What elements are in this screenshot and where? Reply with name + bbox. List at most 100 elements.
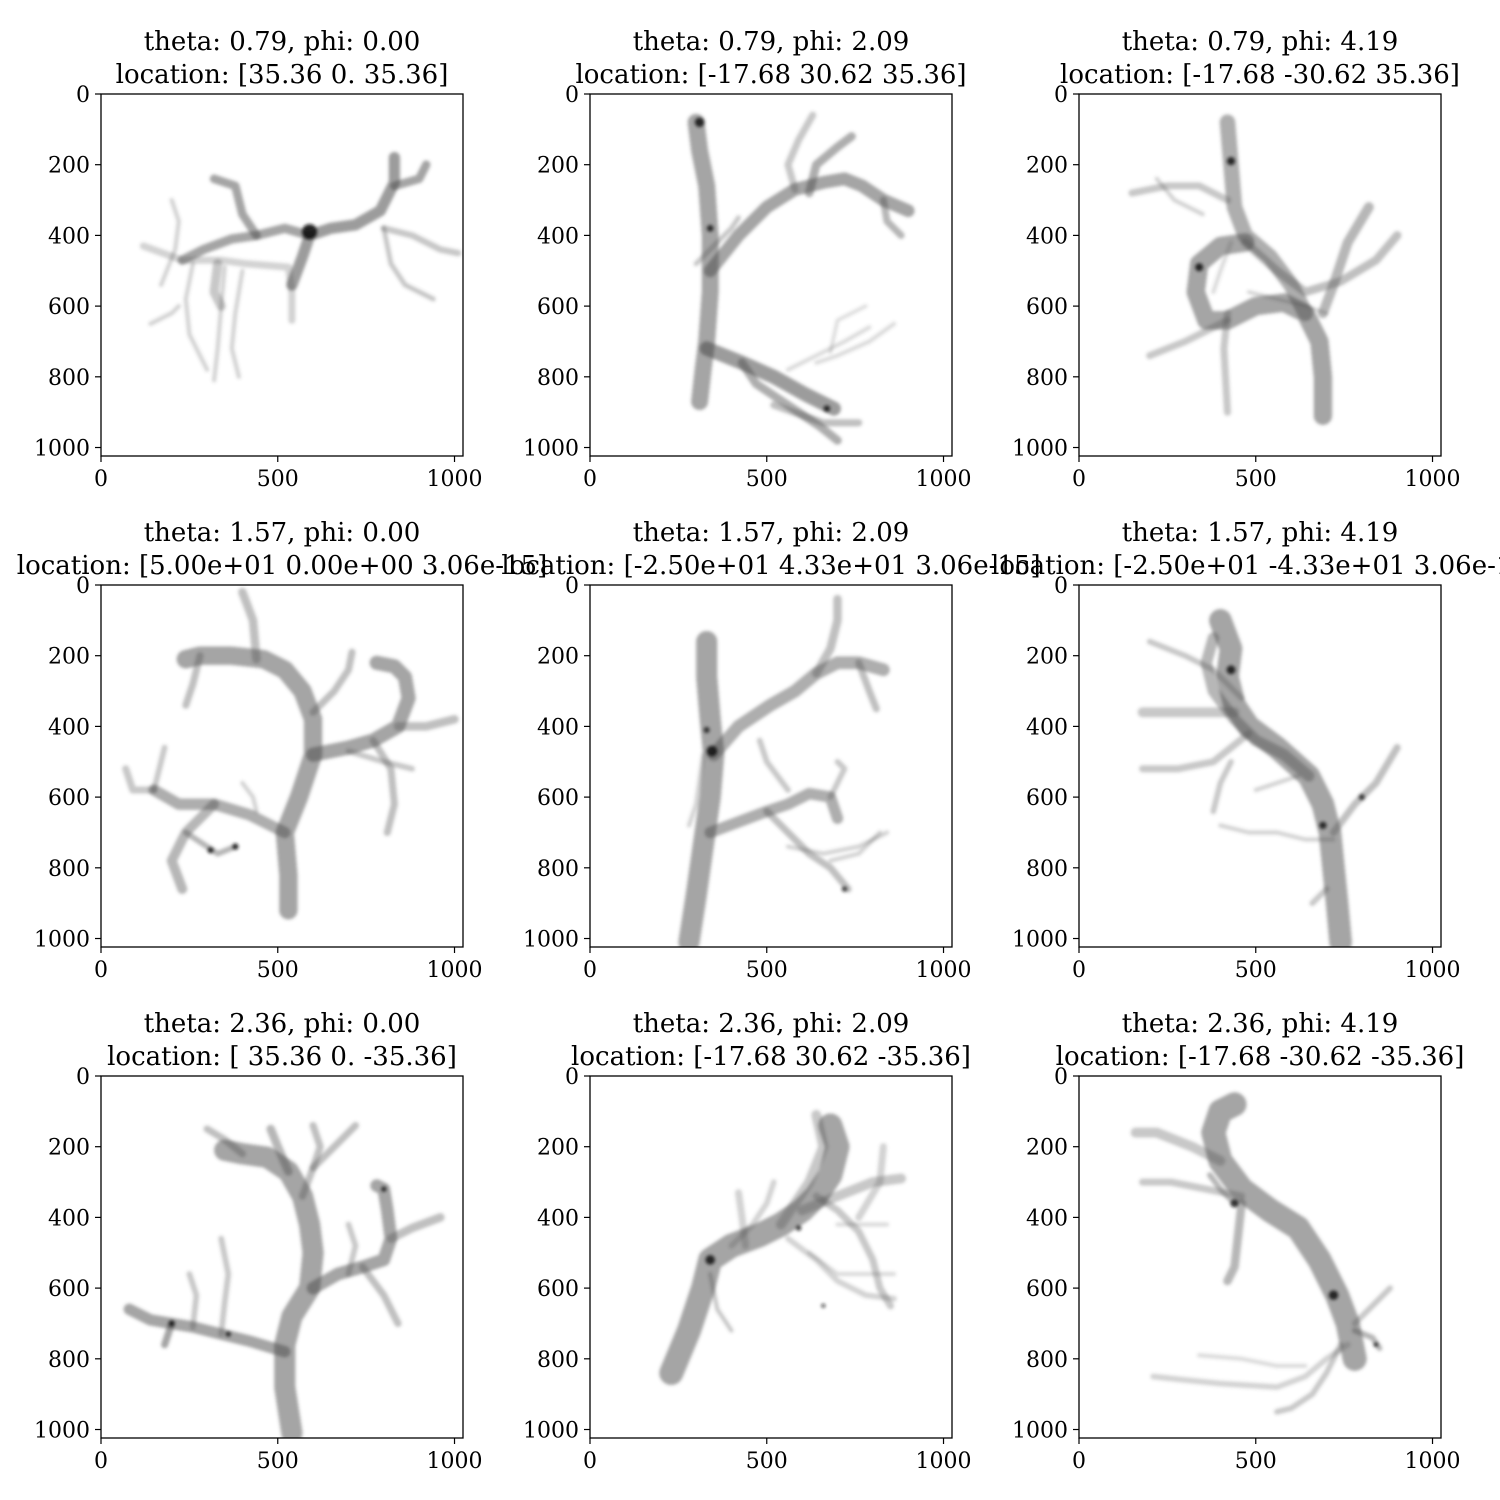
vessel-projection <box>1128 114 1402 425</box>
vessel-segment <box>390 160 431 191</box>
vessel-projection <box>139 151 462 383</box>
vessel-segment <box>345 748 415 772</box>
y-tick-label: 0 <box>1054 574 1068 599</box>
x-tick-label: 1000 <box>427 1449 483 1474</box>
x-tick-label: 1000 <box>1405 467 1461 492</box>
y-tick-label: 1000 <box>1012 928 1068 953</box>
y-tick-label: 800 <box>1026 1348 1068 1373</box>
y-tick-label: 1000 <box>523 928 579 953</box>
y-tick-label: 200 <box>537 645 579 670</box>
vessel-projection <box>678 594 890 947</box>
vessel-segment <box>1128 182 1232 204</box>
axes-frame <box>100 93 464 457</box>
y-tick-label: 0 <box>76 574 90 599</box>
vessel-overlap-spot <box>225 1331 232 1337</box>
subplot-title: theta: 0.79, phi: 0.00 <box>144 27 421 57</box>
vessel-overlap-spot <box>1226 665 1236 675</box>
x-tick-label: 500 <box>257 1449 299 1474</box>
vessel-segment <box>855 1143 887 1221</box>
vessel-segment <box>309 648 356 716</box>
y-tick-label: 400 <box>48 715 90 740</box>
vessel-segment <box>797 1173 907 1216</box>
vessel-segment <box>812 1192 895 1310</box>
vessel-segment <box>686 752 706 828</box>
y-tick-label: 600 <box>537 786 579 811</box>
y-tick-label: 1000 <box>523 1419 579 1444</box>
vessel-segment <box>1351 1285 1393 1327</box>
y-tick-label: 600 <box>537 295 579 320</box>
y-tick-label: 800 <box>48 1348 90 1373</box>
y-tick-label: 800 <box>537 1348 579 1373</box>
vessel-projection <box>1130 1092 1393 1415</box>
vessel-segment <box>298 1121 324 1200</box>
y-tick-label: 800 <box>48 366 90 391</box>
y-tick-label: 600 <box>48 1277 90 1302</box>
vessel-segment <box>1218 823 1336 842</box>
vessel-segment <box>1274 1341 1344 1415</box>
y-tick-label: 1000 <box>34 928 90 953</box>
subplot-subtitle: location: [-17.68 -30.62 -35.36] <box>1056 1042 1465 1072</box>
y-tick-label: 200 <box>537 154 579 179</box>
vessel-segment <box>240 780 259 814</box>
x-tick-label: 0 <box>583 958 597 983</box>
axes-frame <box>589 1075 953 1439</box>
vessel-segment <box>393 715 459 731</box>
y-tick-label: 200 <box>1026 1136 1068 1161</box>
axes-frame <box>100 1075 464 1439</box>
y-tick-label: 0 <box>1054 83 1068 108</box>
subplot-title: theta: 1.57, phi: 2.09 <box>633 518 910 548</box>
x-tick-label: 500 <box>1235 467 1277 492</box>
vessel-segment <box>151 744 168 793</box>
vessel-overlap-spot <box>706 745 718 757</box>
vessel-overlap-spot <box>168 1320 175 1327</box>
x-tick-label: 0 <box>583 467 597 492</box>
subplot-subtitle: location: [-17.68 30.62 -35.36] <box>571 1042 971 1072</box>
subplot-title: theta: 0.79, phi: 2.09 <box>633 27 910 57</box>
vessel-segment <box>238 587 261 664</box>
y-tick-label: 400 <box>48 1206 90 1231</box>
y-tick-label: 1000 <box>34 1419 90 1444</box>
vessel-overlap-spot <box>705 1254 716 1265</box>
vessel-overlap-spot <box>1373 1342 1379 1348</box>
image-area <box>101 94 463 456</box>
vessel-overlap-spot <box>841 886 848 892</box>
vessel-segment <box>1206 1172 1238 1207</box>
y-tick-label: 0 <box>565 83 579 108</box>
vessel-segment <box>814 321 897 365</box>
vessel-overlap-spot <box>821 1303 826 1308</box>
image-area <box>1079 94 1441 456</box>
vessel-overlap-spot <box>694 117 705 128</box>
vessel-overlap-spot <box>380 1186 387 1192</box>
x-tick-label: 500 <box>1235 1449 1277 1474</box>
x-tick-label: 0 <box>94 958 108 983</box>
vessel-segment <box>855 659 880 713</box>
y-tick-label: 1000 <box>1012 437 1068 462</box>
y-tick-label: 400 <box>1026 224 1068 249</box>
y-tick-label: 600 <box>537 1277 579 1302</box>
axes-frame <box>1078 93 1442 457</box>
vessel-segment <box>1197 1353 1308 1369</box>
vessel-segment <box>693 215 741 267</box>
y-tick-label: 800 <box>48 857 90 882</box>
vessel-segment <box>1210 758 1234 815</box>
vessel-segment <box>737 358 842 445</box>
vessel-segment <box>807 1250 897 1277</box>
vessel-segment <box>775 1109 829 1230</box>
y-tick-label: 200 <box>537 1136 579 1161</box>
subplot-title: theta: 2.36, phi: 2.09 <box>633 1009 910 1039</box>
subplot-title: theta: 2.36, phi: 4.19 <box>1122 1009 1399 1039</box>
x-tick-label: 500 <box>257 467 299 492</box>
vessel-segment <box>812 594 842 678</box>
image-area <box>590 94 952 456</box>
x-tick-label: 1000 <box>916 467 972 492</box>
vessel-segment <box>1150 1341 1351 1390</box>
vessel-segment <box>369 736 398 837</box>
x-tick-label: 500 <box>257 958 299 983</box>
axes-frame <box>589 584 953 948</box>
vessel-segment <box>708 1271 734 1333</box>
y-tick-label: 200 <box>48 1136 90 1161</box>
